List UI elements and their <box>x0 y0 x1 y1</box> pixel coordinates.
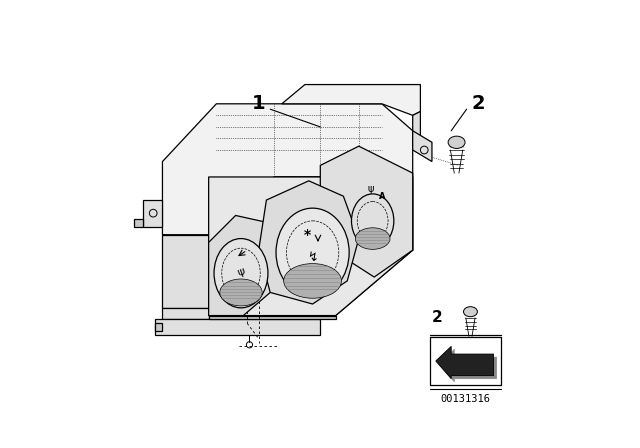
Text: 2: 2 <box>432 310 443 325</box>
Text: ψ: ψ <box>236 266 246 278</box>
Ellipse shape <box>276 208 349 297</box>
Polygon shape <box>439 349 497 382</box>
Polygon shape <box>155 319 320 335</box>
Text: 00131316: 00131316 <box>440 394 490 404</box>
Polygon shape <box>413 131 432 162</box>
Polygon shape <box>155 323 163 331</box>
Ellipse shape <box>214 238 268 308</box>
Polygon shape <box>209 315 336 319</box>
Polygon shape <box>209 215 278 315</box>
Text: A: A <box>379 192 385 201</box>
Polygon shape <box>163 104 413 235</box>
Polygon shape <box>134 220 143 227</box>
Polygon shape <box>413 112 420 142</box>
Polygon shape <box>320 146 413 277</box>
Text: 2: 2 <box>471 95 485 113</box>
Polygon shape <box>436 346 493 379</box>
Polygon shape <box>259 181 359 304</box>
Text: 1: 1 <box>252 95 266 113</box>
Polygon shape <box>163 308 209 319</box>
Polygon shape <box>209 177 413 315</box>
Ellipse shape <box>463 307 477 317</box>
Polygon shape <box>282 85 420 116</box>
Ellipse shape <box>448 136 465 148</box>
Polygon shape <box>143 200 163 227</box>
Text: ↯: ↯ <box>307 251 318 264</box>
Polygon shape <box>163 235 209 308</box>
Text: ψ: ψ <box>367 184 374 194</box>
Ellipse shape <box>284 263 342 298</box>
Ellipse shape <box>351 194 394 248</box>
Ellipse shape <box>220 279 262 306</box>
Text: *: * <box>303 228 311 242</box>
Ellipse shape <box>355 228 390 250</box>
Polygon shape <box>209 177 413 315</box>
